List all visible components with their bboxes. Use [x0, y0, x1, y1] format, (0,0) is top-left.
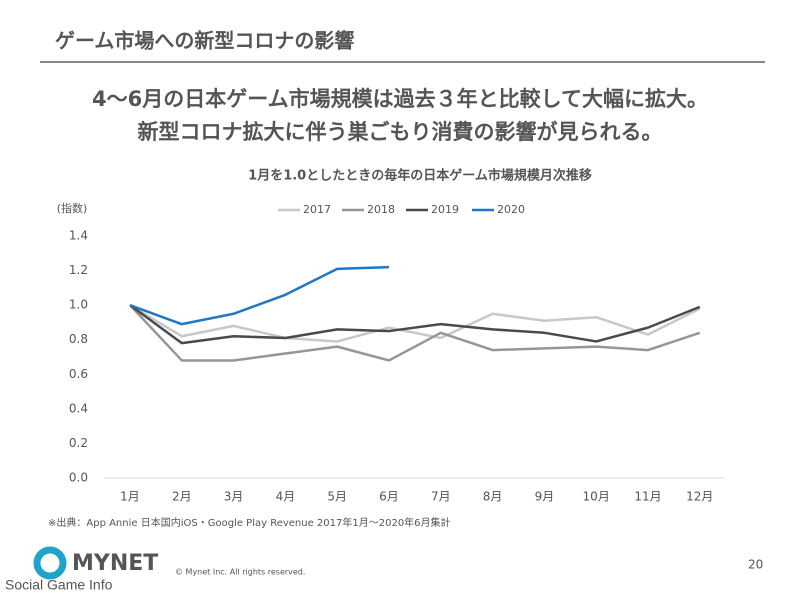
y-tick-label: 1.4 — [69, 229, 88, 243]
x-tick-label: 10月 — [583, 490, 610, 504]
x-tick-label: 1月 — [120, 490, 140, 504]
legend-label: 2020 — [497, 203, 525, 216]
x-tick-label: 3月 — [224, 490, 244, 504]
x-tick-label: 5月 — [327, 490, 347, 504]
y-tick-label: 0.2 — [69, 436, 88, 450]
x-tick-label: 2月 — [172, 490, 192, 504]
x-tick-label: 6月 — [379, 490, 399, 504]
page-number: 20 — [748, 558, 763, 572]
y-tick-label: 1.2 — [69, 263, 88, 277]
legend-label: 2018 — [367, 203, 395, 216]
headline: 新型コロナ拡大に伴う巣ごもり消費の影響が見られる。 — [138, 120, 663, 144]
y-tick-label: 0.8 — [69, 332, 88, 346]
x-tick-label: 9月 — [535, 490, 555, 504]
y-tick-label: 0.0 — [69, 471, 88, 485]
x-tick-label: 8月 — [483, 490, 503, 504]
watermark: Social Game Info — [5, 577, 113, 593]
x-tick-label: 7月 — [431, 490, 451, 504]
series-line — [129, 265, 390, 326]
y-tick-label: 0.6 — [69, 367, 88, 381]
x-tick-label: 12月 — [686, 490, 713, 504]
logo-mark — [33, 546, 67, 580]
chart-title: 1月を1.0としたときの毎年の日本ゲーム市場規模月次推移 — [248, 168, 592, 184]
source-note: ※出典：App Annie 日本国内iOS・Google Play Revenu… — [48, 516, 451, 529]
header-title: ゲーム市場への新型コロナの影響 — [55, 29, 354, 53]
legend-label: 2017 — [303, 203, 331, 216]
logo-text: MYNET — [72, 551, 158, 576]
legend-label: 2019 — [431, 203, 459, 216]
x-tick-label: 11月 — [634, 490, 661, 504]
y-tick-label: 1.0 — [69, 298, 88, 312]
y-axis-label: (指数) — [57, 201, 88, 215]
series-line — [129, 304, 701, 362]
copyright: © Mynet Inc. All rights reserved. — [175, 568, 305, 577]
headline: 4～6月の日本ゲーム市場規模は過去３年と比較して大幅に拡大。 — [92, 87, 708, 111]
series-line — [129, 304, 701, 343]
y-tick-label: 0.4 — [69, 401, 88, 415]
series-line — [129, 304, 701, 345]
x-tick-label: 4月 — [276, 490, 296, 504]
